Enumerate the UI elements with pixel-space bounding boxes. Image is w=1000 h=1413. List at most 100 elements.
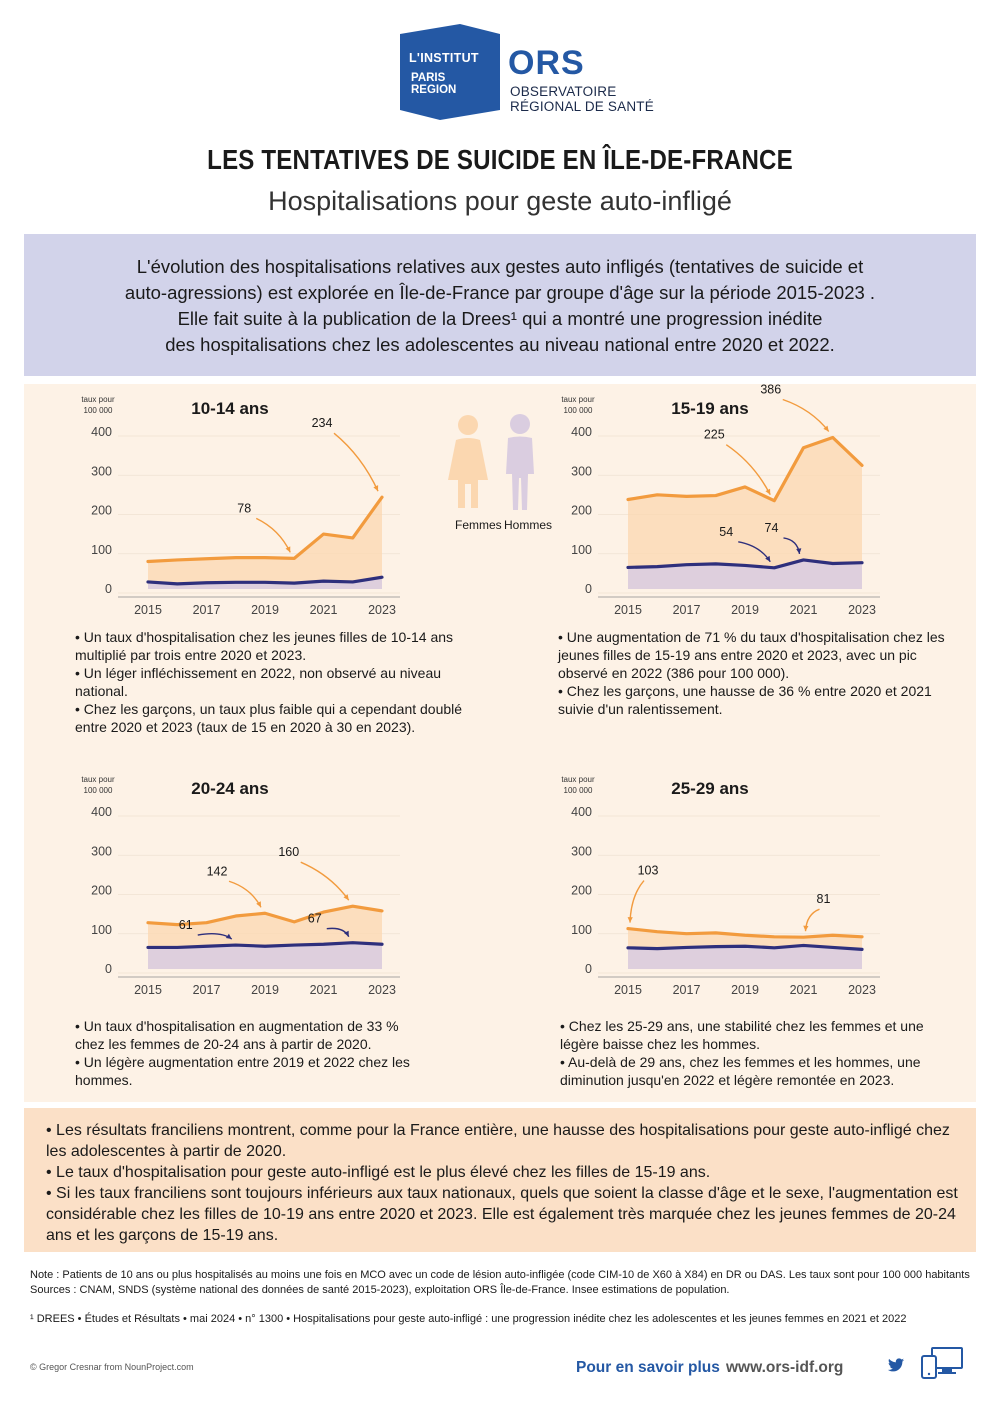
series-line-hommes — [146, 575, 384, 586]
series-area-femmes — [628, 437, 862, 589]
annotation-arrowhead — [627, 917, 633, 923]
y-tick-label: 200 — [571, 504, 592, 518]
data-label: 103 — [638, 864, 659, 878]
y-tick-label: 400 — [91, 805, 112, 819]
annotation-arrowhead — [823, 425, 829, 432]
x-tick-label: 2019 — [251, 603, 279, 617]
logo-ors-text: ORS — [508, 44, 585, 82]
intro-line: L'évolution des hospitalisations relativ… — [136, 256, 864, 277]
y-tick-label: 0 — [585, 962, 592, 976]
chart-title: 15-19 ans — [671, 399, 749, 418]
twitter-icon[interactable] — [888, 1358, 904, 1372]
x-tick-label: 2017 — [193, 603, 221, 617]
y-tick-label: 200 — [91, 884, 112, 898]
logo-region-text: REGION — [411, 84, 457, 96]
ors-logo: L'INSTITUT PARIS REGION ORS OBSERVATOIRE… — [400, 24, 660, 124]
series-line-hommes — [626, 943, 864, 951]
series-area-femmes — [148, 497, 382, 589]
intro-line: Elle fait suite à la publication de la D… — [177, 308, 823, 329]
annotation-arrowhead — [285, 546, 291, 553]
male-icon — [506, 414, 534, 510]
data-label: 67 — [308, 912, 322, 926]
series-line-hommes — [626, 558, 864, 570]
x-tick-label: 2021 — [790, 603, 818, 617]
data-label: 386 — [760, 382, 781, 396]
x-tick-label: 2021 — [790, 983, 818, 997]
chart-title: 20-24 ans — [191, 779, 269, 798]
annotation-arrowhead — [225, 933, 232, 940]
chart-title: 10-14 ans — [191, 399, 269, 418]
x-tick-label: 2023 — [848, 603, 876, 617]
bullet: • Un taux d'hospitalisation chez les jeu… — [75, 629, 454, 663]
y-tick-label: 400 — [571, 425, 592, 439]
data-label: 54 — [719, 525, 733, 539]
annotation-arrow — [255, 517, 291, 553]
y-tick-label: 200 — [571, 884, 592, 898]
annotation-arrowhead — [765, 488, 771, 495]
conclusion-text: • Les résultats franciliens montrent, co… — [46, 1120, 966, 1246]
intro-line: des hospitalisations chez les adolescent… — [165, 334, 835, 355]
unit-label: taux pour — [81, 395, 115, 404]
x-tick-label: 2017 — [673, 603, 701, 617]
x-tick-label: 2021 — [310, 603, 338, 617]
annotation-arrow — [804, 908, 820, 932]
panel-text-20-24: • Un taux d'hospitalisation en augmentat… — [75, 1017, 425, 1089]
series-line-femmes — [146, 904, 384, 927]
annotation-arrow — [782, 398, 830, 432]
note-line: Note : Patients de 10 ans ou plus hospit… — [30, 1269, 970, 1281]
website-link[interactable]: www.ors-idf.org — [726, 1359, 844, 1376]
logo-institut-text: L'INSTITUT — [409, 51, 479, 65]
data-label: 74 — [765, 521, 779, 535]
data-label: 142 — [207, 864, 228, 878]
logo-observatoire-line: OBSERVATOIRE — [510, 84, 617, 99]
data-label: 61 — [179, 918, 193, 932]
footnote: ¹ DREES • Études et Résultats • mai 2024… — [30, 1313, 907, 1325]
series-line-hommes — [146, 941, 384, 950]
institut-paris-region-logo — [400, 24, 500, 120]
x-tick-label: 2017 — [673, 983, 701, 997]
bullet: • Un léger infléchissement en 2022, non … — [75, 665, 442, 699]
data-label: 81 — [817, 892, 831, 906]
y-tick-label: 100 — [571, 923, 592, 937]
annotation-arrowhead — [343, 894, 349, 901]
series-area-hommes — [628, 945, 862, 969]
chart-15-19-ans: taux pour 100 000 15-19 ans 0 100 200 300 400 20… — [561, 382, 880, 617]
x-tick-label: 2021 — [310, 983, 338, 997]
annotation-arrow — [629, 880, 645, 923]
conclusion-bullet: • Le taux d'hospitalisation pour geste a… — [46, 1164, 711, 1181]
data-label: 160 — [278, 845, 299, 859]
y-tick-label: 100 — [571, 543, 592, 557]
chart-25-29-ans: taux pour 100 000 25-29 ans 0 100 200 300 400 20… — [561, 775, 880, 997]
unit-label: 100 000 — [564, 786, 593, 795]
y-tick-label: 300 — [91, 464, 112, 478]
series-line-femmes — [146, 495, 384, 564]
y-tick-label: 300 — [571, 844, 592, 858]
chart-title: 25-29 ans — [671, 779, 749, 798]
bullet: • Un légère augmentation entre 2019 et 2… — [75, 1054, 410, 1088]
y-tick-label: 0 — [105, 582, 112, 596]
intro-panel — [24, 234, 976, 376]
annotation-arrow — [725, 444, 771, 496]
intro-text: L'évolution des hospitalisations relativ… — [24, 254, 976, 358]
y-tick-label: 300 — [571, 464, 592, 478]
y-tick-label: 0 — [585, 582, 592, 596]
unit-label: 100 000 — [564, 406, 593, 415]
y-tick-label: 400 — [91, 425, 112, 439]
conclusion-panel — [24, 1108, 976, 1252]
legend-femmes: Femmes — [455, 518, 502, 532]
x-tick-label: 2015 — [134, 603, 162, 617]
page-title: LES TENTATIVES DE SUICIDE EN ÎLE-DE-FRAN… — [207, 144, 793, 175]
gender-figures — [448, 414, 534, 510]
logo-paris-region-text: PARIS REGION — [411, 72, 456, 96]
annotation-arrowhead — [373, 485, 379, 492]
x-tick-label: 2023 — [368, 603, 396, 617]
annotation-arrowhead — [256, 901, 261, 908]
unit-label: taux pour — [561, 395, 595, 404]
unit-label: taux pour — [561, 775, 595, 784]
chart-10-14-ans: taux pour 100 000 10-14 ans 0 100 200 300 400 20… — [81, 395, 400, 617]
devices-icon[interactable] — [920, 1346, 964, 1380]
chart-20-24-ans: taux pour 100 000 20-24 ans 0 100 200 300 400 20… — [81, 775, 400, 997]
logo-observatoire-text: OBSERVATOIRE RÉGIONAL DE SANTÉ — [510, 84, 654, 114]
intro-line: auto-agressions) est explorée en Île-de-… — [124, 282, 876, 303]
y-tick-label: 0 — [105, 962, 112, 976]
